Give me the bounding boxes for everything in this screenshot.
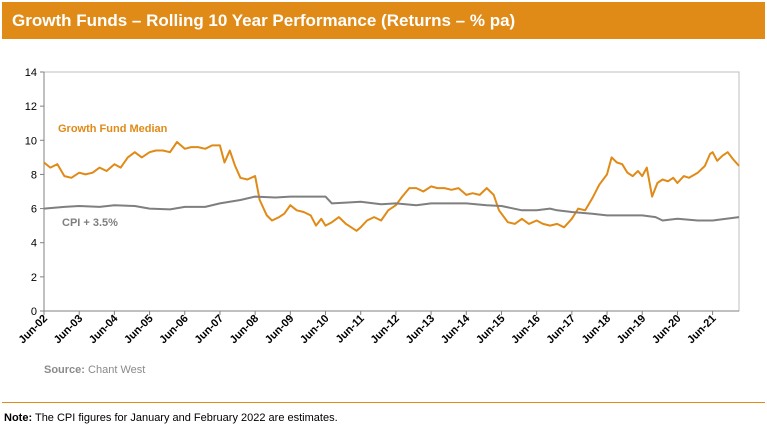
y-tick-label: 2 [31, 272, 37, 284]
x-tick-label: Jun-11 [334, 313, 367, 346]
x-tick-label: Jun-17 [544, 313, 578, 347]
series-line-cpi-plus-3-5 [43, 195, 740, 222]
x-tick-label: Jun-19 [615, 313, 649, 347]
y-tick-label: 12 [25, 101, 37, 113]
x-tick-label: Jun-04 [87, 312, 121, 346]
x-tick-label: Jun-18 [580, 313, 614, 347]
chart-title: Growth Funds – Rolling 10 Year Performan… [12, 11, 516, 30]
plot-area [43, 71, 740, 312]
source-text: Chant West [88, 364, 146, 376]
x-tick-label: Jun-12 [368, 313, 402, 347]
x-tick-label: Jun-07 [193, 313, 227, 347]
y-tick-label: 6 [31, 204, 37, 216]
x-tick-label: Jun-14 [439, 312, 473, 346]
note-label: Note: [4, 412, 33, 424]
x-tick-label: Jun-10 [298, 313, 332, 347]
x-tick-label: Jun-21 [685, 313, 719, 347]
source-label: Source: [44, 364, 85, 376]
source-caption: Source: Chant West [44, 364, 145, 376]
x-tick-label: Jun-20 [650, 313, 684, 347]
y-tick-label: 0 [31, 306, 37, 318]
divider [2, 402, 765, 403]
y-tick-label: 4 [31, 238, 37, 250]
y-tick-label: 14 [25, 67, 37, 79]
x-tick-label: Jun-08 [228, 313, 262, 347]
y-tick-label: 8 [31, 169, 37, 181]
x-tick-label: Jun-16 [509, 313, 543, 347]
y-tick-label: 10 [25, 135, 37, 147]
chart-title-banner: Growth Funds – Rolling 10 Year Performan… [2, 2, 765, 39]
x-tick-label: Jun-15 [474, 313, 508, 347]
note-text: The CPI figures for January and February… [34, 412, 338, 424]
x-tick-label: Jun-13 [404, 313, 438, 347]
x-tick-label: Jun-06 [157, 313, 191, 347]
x-tick-label: Jun-03 [52, 313, 86, 347]
x-tick-label: Jun-05 [122, 313, 156, 347]
series-label-growth-fund-median: Growth Fund Median [58, 123, 168, 135]
series-label-cpi-plus-3-5: CPI + 3.5% [62, 217, 118, 229]
series-line-growth-fund-median [43, 141, 740, 232]
footnote: Note: The CPI figures for January and Fe… [4, 412, 338, 424]
x-tick-label: Jun-09 [263, 313, 297, 347]
